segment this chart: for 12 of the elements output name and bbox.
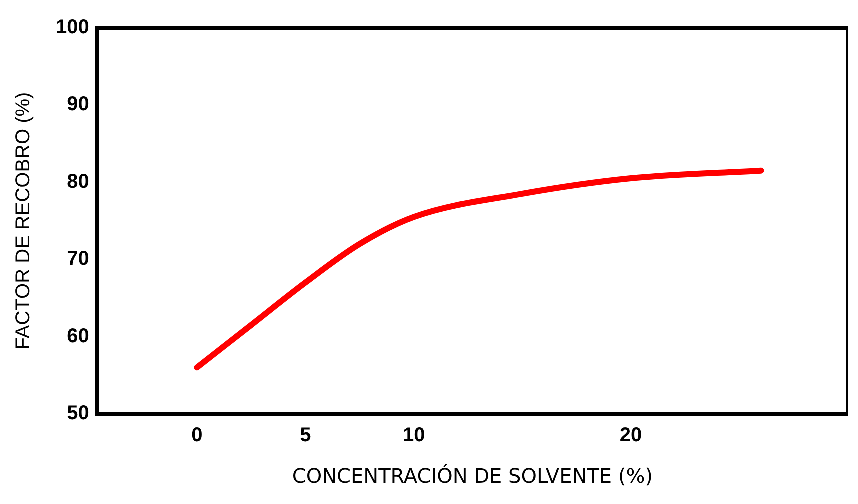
y-tick-label: 100 [56, 16, 90, 39]
y-tick-label: 80 [67, 170, 90, 193]
x-axis-title: CONCENTRACIÓN DE SOLVENTE (%) [292, 464, 654, 488]
y-tick-label: 60 [67, 325, 90, 348]
y-axis-title: FACTOR DE RECOBRO (%) [12, 92, 35, 350]
x-tick-label: 10 [402, 424, 426, 447]
x-tick-label: 0 [192, 424, 203, 447]
x-tick-label: 20 [620, 424, 642, 447]
y-tick-label: 70 [67, 248, 90, 270]
x-tick-label: 5 [300, 424, 312, 447]
y-tick-label: 50 [67, 402, 90, 425]
y-tick-label: 90 [67, 94, 90, 116]
